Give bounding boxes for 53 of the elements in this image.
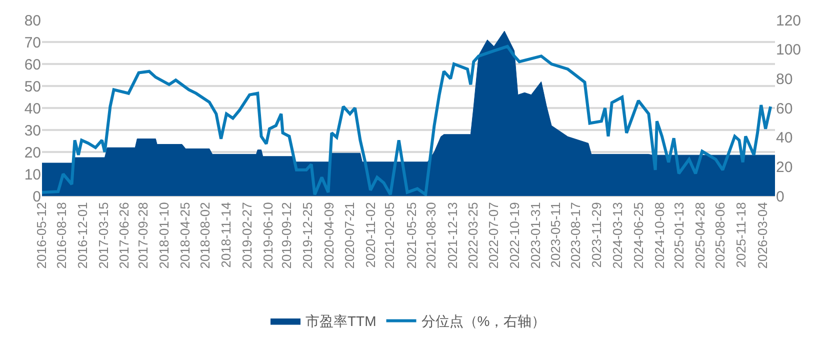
y-tick-label: 50 xyxy=(24,78,41,96)
y-tick-label: 20 xyxy=(24,144,41,162)
x-tick-label: 2017-06-26 xyxy=(116,202,132,269)
x-tick-label: 2023-11-29 xyxy=(588,202,604,268)
y-tick-label: 80 xyxy=(24,12,41,30)
x-tick-label: 2021-12-13 xyxy=(444,202,460,269)
x-tick-label: 2018-11-14 xyxy=(218,202,234,268)
y2-tick-label: 0 xyxy=(776,188,784,206)
x-tick-label: 2023-08-17 xyxy=(568,202,583,269)
legend-label: 市盈率TTM xyxy=(306,313,376,330)
x-tick-label: 2018-04-25 xyxy=(178,202,193,269)
x-tick-label: 2018-08-02 xyxy=(198,202,213,269)
x-tick-label: 2021-05-25 xyxy=(404,202,420,269)
x-tick-label: 2023-01-31 xyxy=(528,202,544,269)
x-tick-label: 2021-08-30 xyxy=(424,202,439,269)
x-tick-label: 2022-10-19 xyxy=(507,202,522,269)
y2-tick-label: 100 xyxy=(776,42,802,59)
legend-label: 分位点（%，右轴） xyxy=(421,313,546,330)
x-tick-label: 2022-07-07 xyxy=(486,202,502,269)
y-tick-label: 60 xyxy=(24,56,41,74)
x-tick-label: 2021-02-05 xyxy=(382,202,398,269)
x-tick-label: 2025-04-28 xyxy=(692,202,708,269)
x-tick-label: 2020-07-21 xyxy=(342,202,358,269)
x-tick-label: 2025-08-06 xyxy=(712,202,728,269)
y2-tick-label: 60 xyxy=(776,100,793,118)
x-tick-label: 2020-04-09 xyxy=(321,202,336,269)
x-tick-label: 2024-03-13 xyxy=(610,202,625,269)
y2-tick-label: 40 xyxy=(776,130,793,147)
y-tick-label: 10 xyxy=(24,166,41,184)
x-tick-label: 2016-12-01 xyxy=(75,202,90,269)
x-tick-label: 2016-08-18 xyxy=(54,202,69,269)
x-tick-label: 2019-12-25 xyxy=(300,202,316,269)
y2-tick-label: 20 xyxy=(776,158,793,176)
x-tick-label: 2023-05-11 xyxy=(548,202,564,268)
y2-tick-label: 120 xyxy=(776,12,802,30)
x-tick-label: 2022-03-25 xyxy=(465,202,480,269)
x-tick-label: 2025-01-13 xyxy=(671,202,686,269)
y-tick-label: 30 xyxy=(24,122,41,140)
y2-tick-label: 80 xyxy=(776,70,793,88)
x-tick-label: 2019-06-10 xyxy=(260,202,276,269)
x-tick-label: 2019-09-12 xyxy=(279,202,294,269)
y-tick-label: 70 xyxy=(24,34,41,52)
x-tick-label: 2024-06-25 xyxy=(630,202,646,269)
x-tick-label: 2020-11-02 xyxy=(363,202,378,268)
y-tick-label: 40 xyxy=(24,100,41,118)
x-tick-label: 2026-03-04 xyxy=(754,202,770,269)
x-tick-label: 2024-10-08 xyxy=(652,202,667,269)
x-tick-label: 2017-03-15 xyxy=(96,202,111,269)
x-tick-label: 2019-02-27 xyxy=(240,202,255,269)
x-tick-label: 2025-11-18 xyxy=(734,202,749,268)
x-tick-label: 2016-05-12 xyxy=(34,202,50,269)
x-tick-label: 2018-01-10 xyxy=(156,202,172,269)
x-tick-label: 2017-09-28 xyxy=(136,202,151,269)
